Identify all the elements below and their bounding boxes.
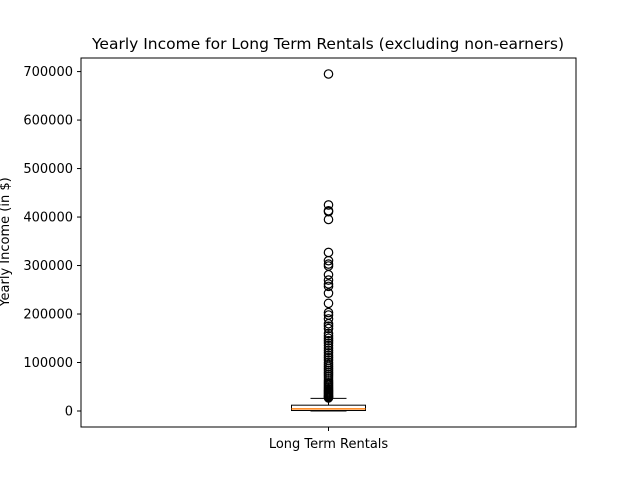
y-tick-label: 700000 (23, 65, 73, 80)
y-tick-label: 600000 (23, 114, 73, 129)
outlier-point (323, 340, 334, 351)
outlier-point (323, 328, 334, 339)
outlier-point (323, 348, 334, 358)
iqr-box (291, 404, 366, 412)
outlier-point (323, 331, 334, 341)
x-tick-label: Long Term Rentals (269, 437, 389, 452)
chart-title: Yearly Income for Long Term Rentals (exc… (91, 35, 564, 53)
plot-area: 0 100000 200000 300000 400000 500000 600000 700… (23, 57, 577, 452)
outlier-point (323, 345, 334, 356)
y-tick-label: 500000 (23, 162, 73, 177)
outlier-point (323, 206, 334, 217)
y-axis-label: Yearly Income (in $) (0, 177, 13, 307)
y-tick-label: 400000 (23, 211, 73, 226)
outlier-point (323, 281, 334, 292)
outlier-point (323, 314, 334, 324)
outlier-point (323, 298, 334, 309)
outlier-point (323, 323, 334, 334)
y-tick-label: 300000 (23, 259, 73, 274)
outlier-point (323, 335, 334, 346)
outlier-point (323, 350, 334, 361)
outlier-point (323, 307, 334, 318)
outlier-point (323, 214, 334, 225)
outlier-point (323, 393, 334, 403)
outlier-point (323, 288, 334, 298)
outlier-point (323, 321, 334, 331)
outlier-point (323, 275, 334, 285)
outlier-point (323, 69, 334, 79)
outlier-point (323, 261, 334, 271)
y-tick-label: 200000 (23, 308, 73, 323)
outlier-point (323, 279, 334, 289)
outlier-point (323, 338, 334, 348)
outlier-point (323, 333, 334, 344)
y-tick-label: 100000 (23, 356, 73, 371)
outlier-point (323, 255, 334, 266)
outlier-point (323, 269, 334, 280)
outlier-point (323, 247, 334, 258)
outlier-point (323, 318, 334, 329)
outlier-point (323, 343, 334, 353)
y-tick-label: 0 (65, 404, 73, 419)
outlier-point (323, 200, 334, 210)
